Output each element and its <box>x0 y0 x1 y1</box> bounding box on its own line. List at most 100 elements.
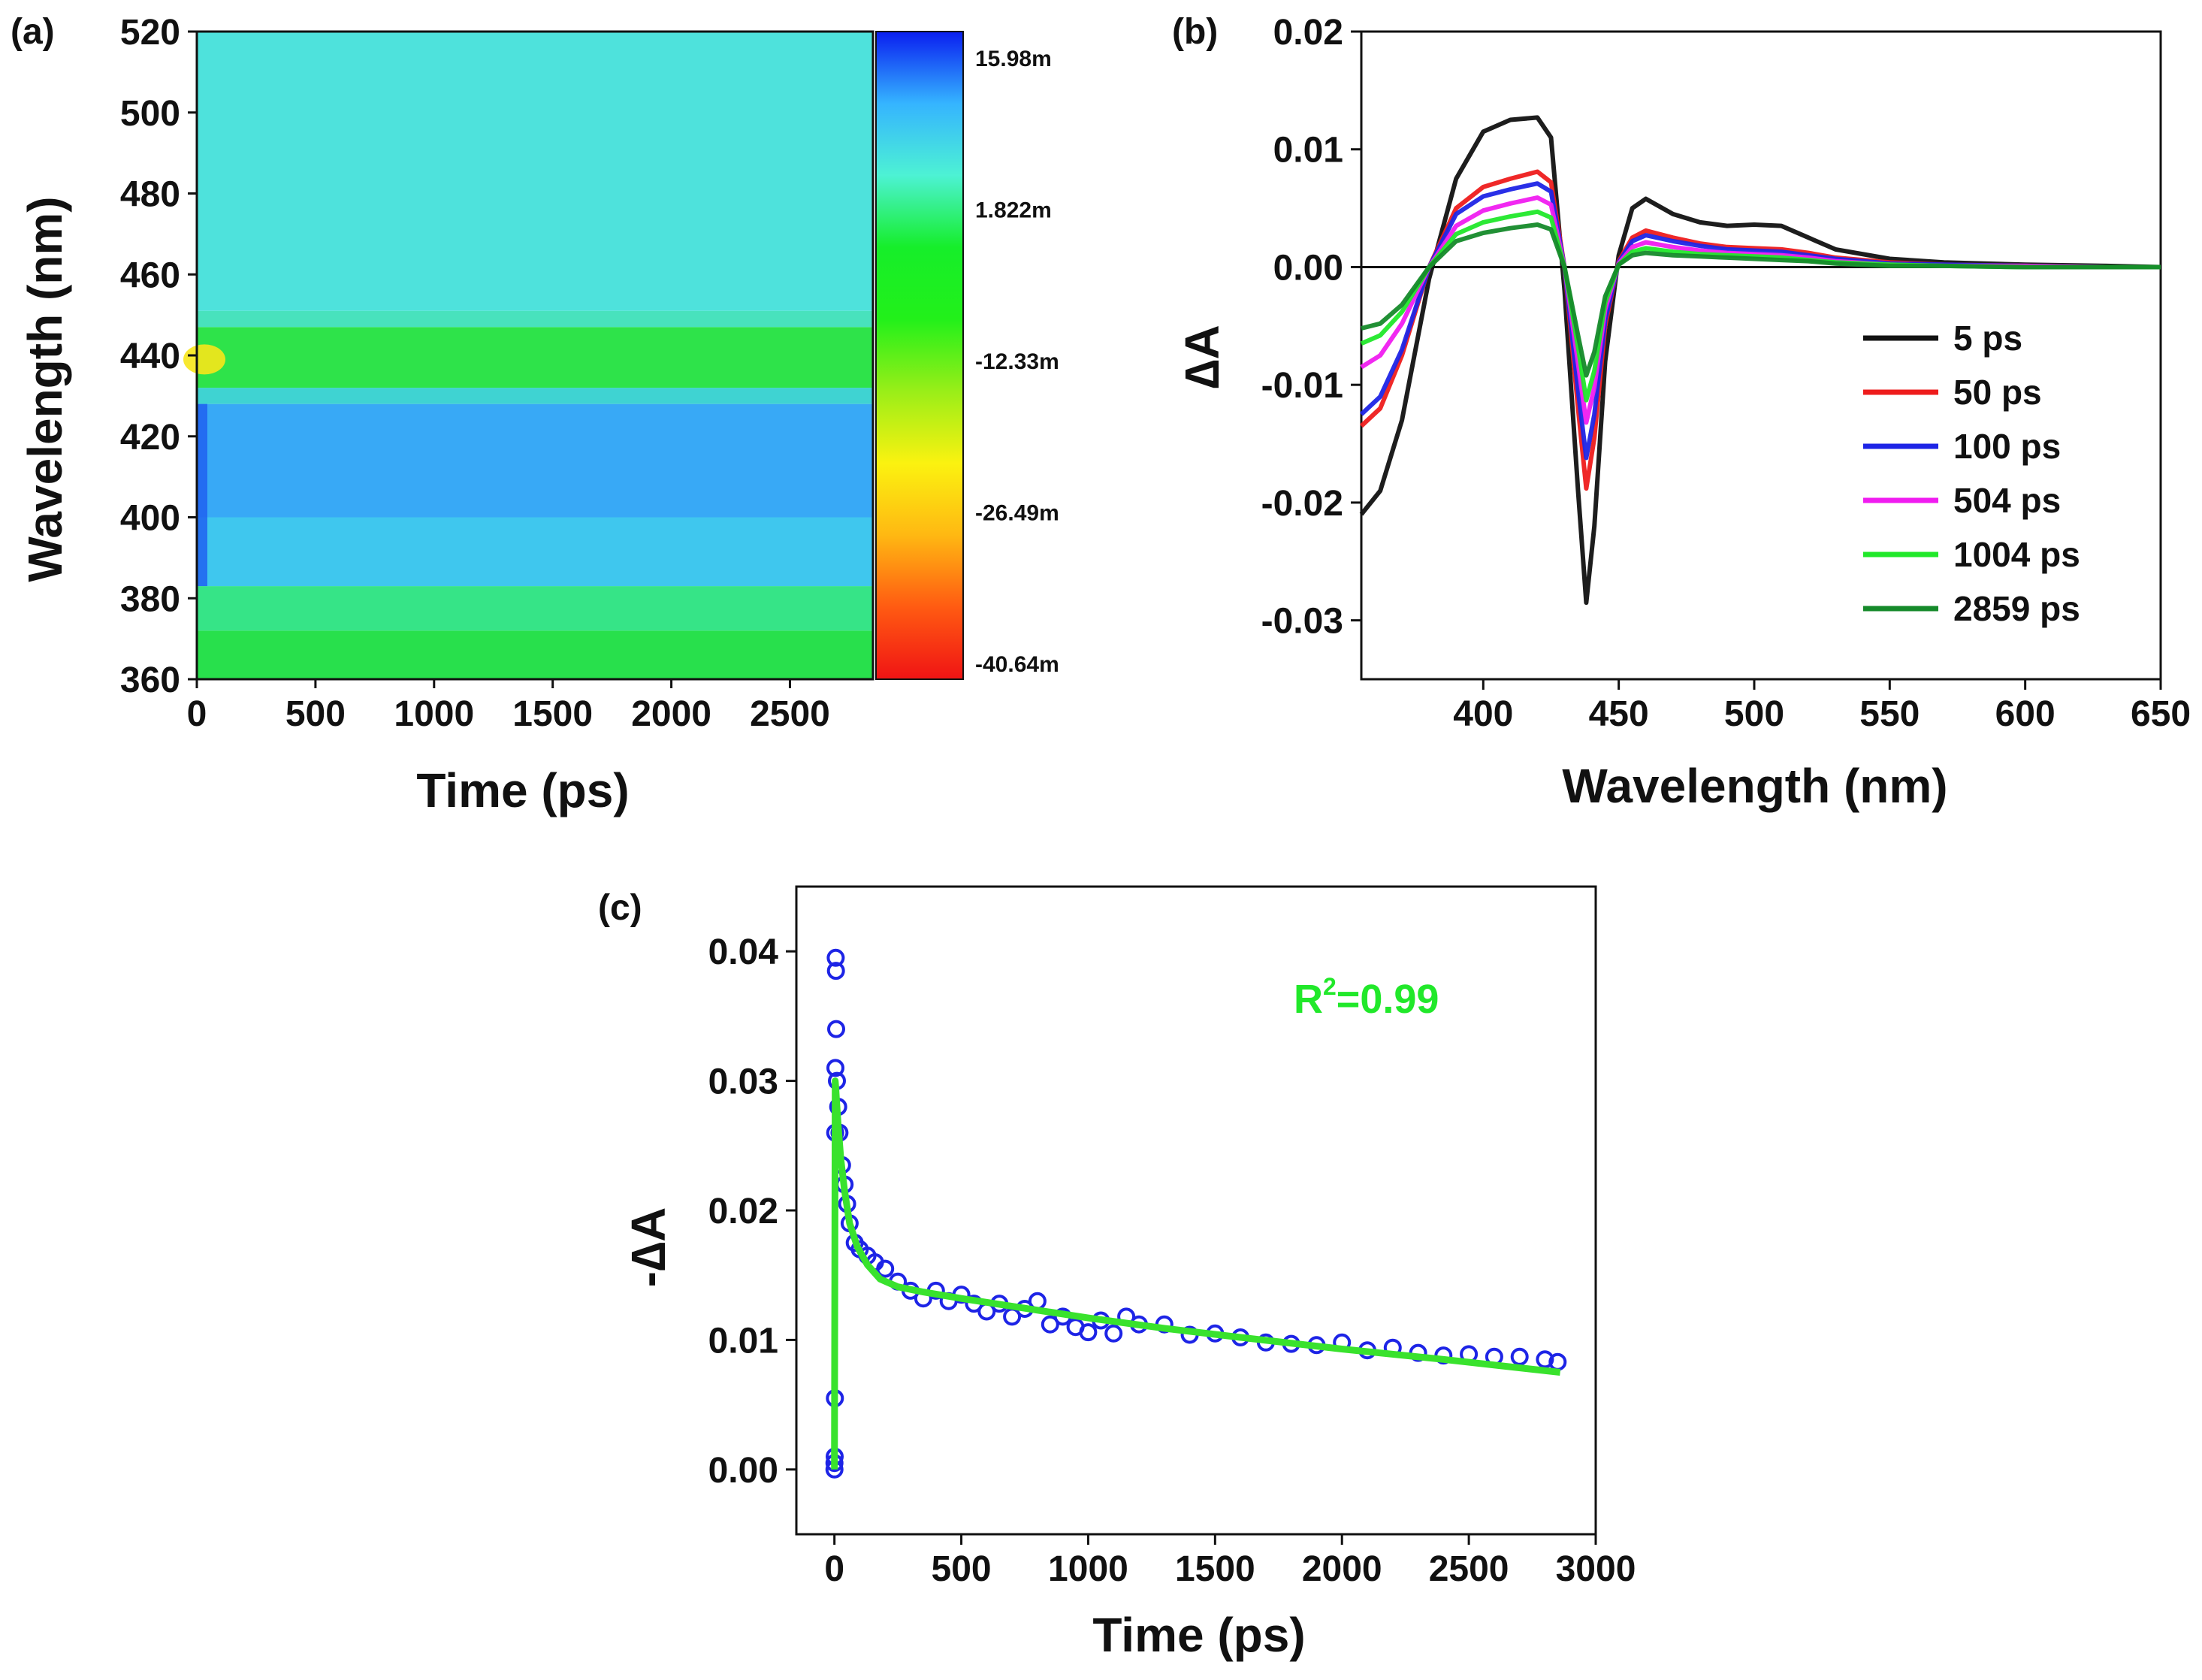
heatmap-band-3 <box>197 403 873 518</box>
panel-b-label: (b) <box>1172 12 1218 52</box>
spectra-x-tick-label: 450 <box>1589 694 1649 734</box>
data-point <box>1104 1324 1123 1343</box>
spectra-frame <box>1360 30 2162 681</box>
data-point <box>826 962 845 981</box>
spectra-x-axis-label: Wavelength (nm) <box>1562 759 1947 813</box>
legend-label-3: 504 ps <box>1953 481 2061 520</box>
spectra-y-tick-label: -0.03 <box>1261 602 1343 642</box>
spectra-x-tick-label: 650 <box>2131 694 2191 734</box>
legend-label-4: 1004 ps <box>1953 535 2080 574</box>
data-point <box>827 1020 845 1038</box>
spectra-y-tick-label: 0.01 <box>1273 131 1343 171</box>
colorbar-ticks: 15.98m 1.822m -12.33m -26.49m -40.64m <box>975 47 1059 677</box>
heatmap-early-edge <box>197 403 207 587</box>
legend-label-2: 100 ps <box>1953 427 2061 466</box>
panel-b-spectra: (b) 400 450 500 550 600 650 -0.03 -0.02 -0.01 0.… <box>1172 12 2191 813</box>
heatmap-bands <box>183 32 873 679</box>
panel-c-kinetics: (c) 0 500 1000 1500 2000 2500 3000 0.000.010.0… <box>598 885 1636 1662</box>
spectra-series <box>1359 115 2161 606</box>
colorbar <box>875 31 964 680</box>
heatmap-x-tick-label: 0 <box>187 694 207 734</box>
data-point <box>876 1259 895 1278</box>
colorbar-tick-label: -26.49m <box>975 501 1059 526</box>
kinetics-y-tick-label: 0.04 <box>708 932 779 972</box>
kinetics-x-tick-label: 1500 <box>1175 1549 1255 1589</box>
spectra-y-tick-label: -0.01 <box>1261 366 1343 406</box>
heatmap-x-ticks: 0 500 1000 1500 2000 2500 <box>187 679 830 734</box>
kinetics-data-points <box>825 948 1567 1479</box>
kinetics-fit-line <box>831 1077 1561 1470</box>
spectra-x-tick-label: 400 <box>1453 694 1513 734</box>
colorbar-tick-label: 1.822m <box>975 198 1052 223</box>
data-point <box>826 948 845 967</box>
heatmap-y-tick-label: 380 <box>120 579 180 619</box>
kinetics-y-tick-label: 0.02 <box>708 1192 778 1231</box>
spectra-x-tick-label: 550 <box>1859 694 1920 734</box>
spectra-y-tick-label: 0.00 <box>1273 248 1343 288</box>
heatmap-y-tick-label: 500 <box>120 94 180 134</box>
data-point <box>1510 1347 1529 1366</box>
heatmap-y-tick-label: 440 <box>120 337 180 376</box>
heatmap-x-tick-label: 2000 <box>631 694 711 734</box>
colorbar-tick-label: -12.33m <box>975 349 1059 374</box>
heatmap-x-tick-label: 500 <box>285 694 346 734</box>
spectrum-line-4 <box>1360 209 2161 403</box>
heatmap-band-4 <box>197 388 873 404</box>
kinetics-frame <box>795 885 1597 1536</box>
kinetics-x-tick-label: 1000 <box>1048 1549 1128 1589</box>
spectra-y-ticks: -0.03 -0.02 -0.01 0.00 0.01 0.02 <box>1261 13 1361 642</box>
kinetics-x-tick-label: 0 <box>824 1549 844 1589</box>
heatmap-band-6 <box>197 310 873 328</box>
kinetics-x-axis-label: Time (ps) <box>1092 1608 1305 1662</box>
heatmap-y-tick-label: 520 <box>120 13 180 53</box>
colorbar-tick-label: 15.98m <box>975 47 1052 71</box>
heatmap-early-feature <box>183 344 225 375</box>
spectra-x-tick-label: 600 <box>1995 694 2056 734</box>
spectrum-line-5 <box>1361 222 2161 378</box>
heatmap-band-7 <box>197 32 873 311</box>
heatmap-y-tick-label: 480 <box>120 175 180 215</box>
spectra-y-tick-label: -0.02 <box>1261 484 1343 524</box>
r-squared-sup: 2 <box>1323 973 1337 1000</box>
spectra-x-ticks: 400 450 500 550 600 650 <box>1453 679 2191 734</box>
kinetics-y-ticks: 0.00 0.01 0.02 0.03 0.04 <box>708 932 796 1491</box>
data-point <box>1536 1350 1554 1369</box>
heatmap-y-tick-label: 460 <box>120 255 180 295</box>
kinetics-y-tick-label: 0.00 <box>708 1451 778 1491</box>
r-squared-annotation: R2=0.99 <box>1294 973 1439 1022</box>
kinetics-x-tick-label: 500 <box>932 1549 992 1589</box>
heatmap-x-tick-label: 2500 <box>750 694 830 734</box>
heatmap-band-2 <box>197 517 873 587</box>
panel-a-heatmap: (a) 0 500 1000 1500 2000 2500 360 380 400 420 440… <box>11 12 1059 817</box>
kinetics-x-ticks: 0 500 1000 1500 2000 2500 3000 <box>824 1534 1636 1589</box>
data-point <box>1041 1315 1059 1334</box>
heatmap-band-1 <box>197 586 873 631</box>
spectrum-line-0 <box>1359 115 2161 606</box>
panel-c-label: (c) <box>598 888 642 928</box>
r-squared-base: R <box>1294 977 1323 1022</box>
kinetics-x-tick-label: 3000 <box>1556 1549 1636 1589</box>
legend-label-0: 5 ps <box>1953 319 2022 358</box>
spectra-y-axis-label: ∆A <box>1175 325 1229 388</box>
heatmap-band-5 <box>197 327 873 388</box>
heatmap-y-axis-label: Wavelength (nm) <box>18 196 72 582</box>
spectra-y-tick-label: 0.02 <box>1273 13 1343 53</box>
heatmap-y-tick-label: 360 <box>120 660 180 700</box>
kinetics-y-tick-label: 0.03 <box>708 1062 778 1102</box>
heatmap-y-ticks: 360 380 400 420 440 460 480 500 520 <box>120 13 197 700</box>
data-point <box>1079 1323 1098 1342</box>
kinetics-x-tick-label: 2000 <box>1302 1549 1382 1589</box>
heatmap-x-tick-label: 1500 <box>512 694 593 734</box>
heatmap-y-tick-label: 420 <box>120 418 180 458</box>
kinetics-y-axis-label: -∆A <box>621 1207 675 1288</box>
colorbar-tick-label: -40.64m <box>975 652 1059 677</box>
heatmap-band-0 <box>197 630 873 679</box>
kinetics-x-tick-label: 2500 <box>1429 1549 1509 1589</box>
spectra-x-tick-label: 500 <box>1724 694 1784 734</box>
legend-label-1: 50 ps <box>1953 373 2042 412</box>
kinetics-y-tick-label: 0.01 <box>708 1321 778 1361</box>
spectra-legend: 5 ps 50 ps 100 ps 504 ps 1004 ps 2859 ps <box>1863 319 2080 628</box>
panel-a-label: (a) <box>11 12 55 52</box>
heatmap-x-axis-label: Time (ps) <box>416 763 629 817</box>
